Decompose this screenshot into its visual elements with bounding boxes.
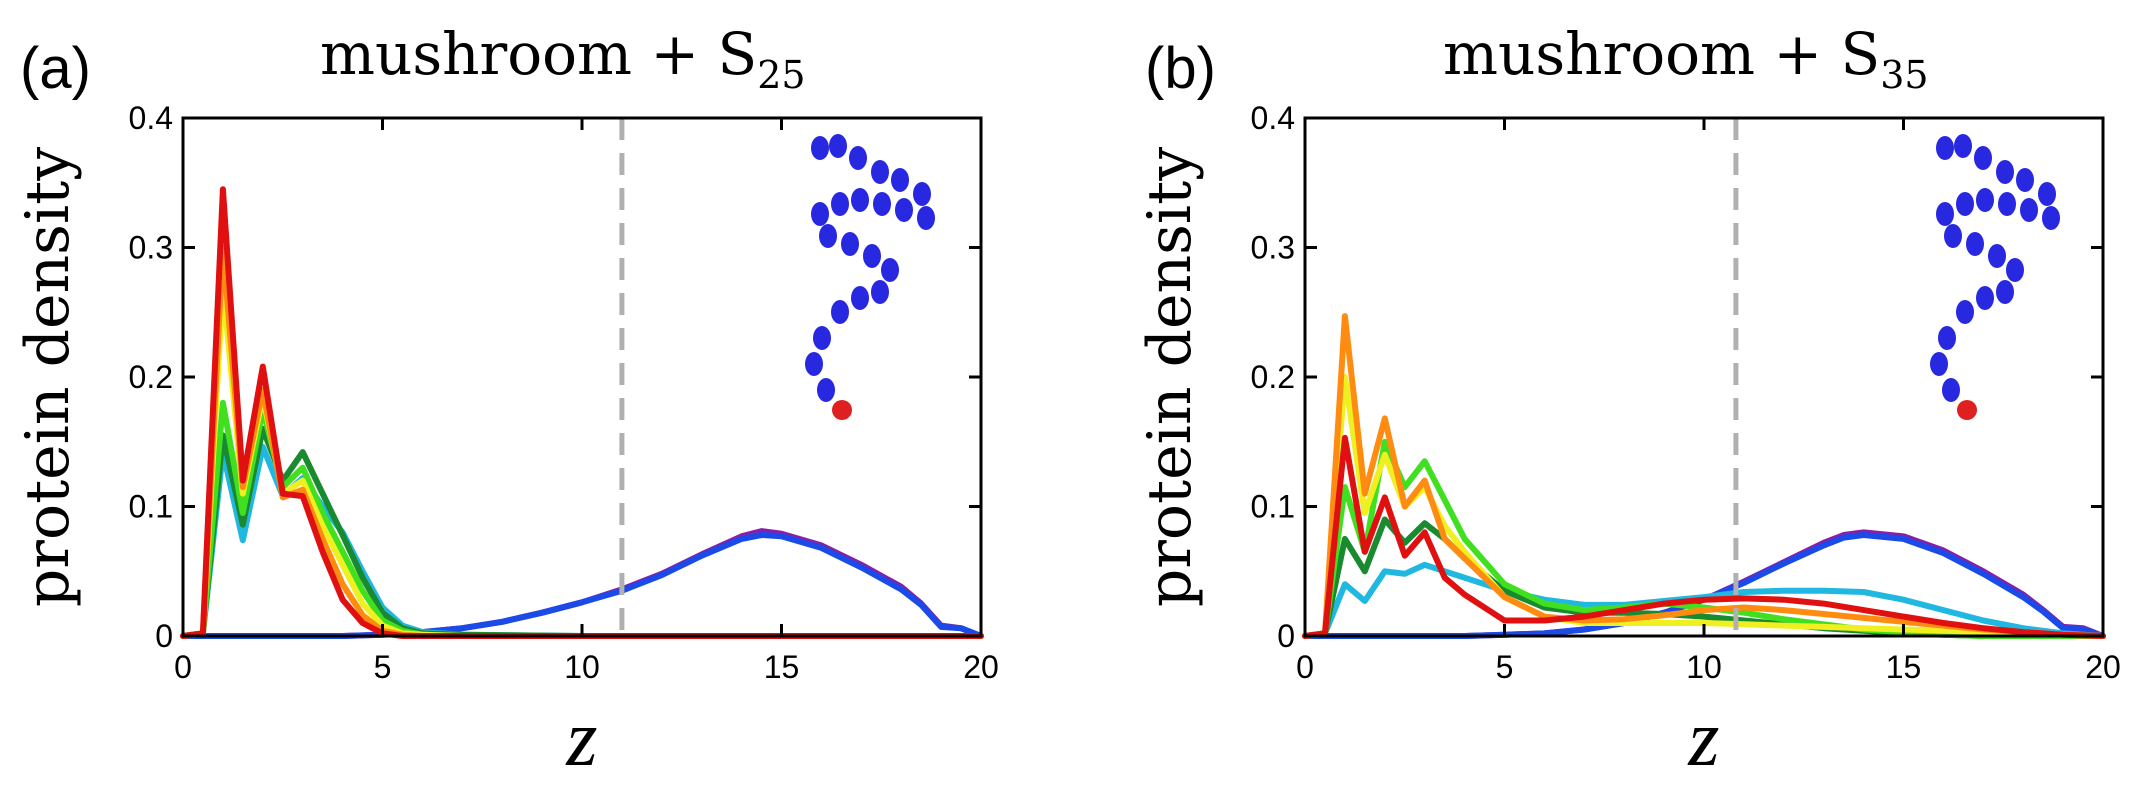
bead <box>1938 326 1956 350</box>
x-tick-label: 20 <box>963 649 999 685</box>
bead <box>2006 258 2024 282</box>
bead <box>1976 286 1994 310</box>
bead <box>811 202 829 226</box>
y-tick-label: 0.2 <box>1251 359 1295 395</box>
bead <box>1974 146 1992 170</box>
y-tick-label: 0.4 <box>1251 100 1295 136</box>
x-tick-label: 15 <box>1886 649 1922 685</box>
series-line-0 <box>180 528 984 639</box>
anchor-bead <box>1957 400 1977 420</box>
y-tick-label: 0.1 <box>1251 489 1295 525</box>
bead <box>851 188 869 212</box>
y-tick-label: 0.3 <box>129 230 173 266</box>
polymer-inset-icon <box>1930 134 2060 420</box>
y-axis-label: protein density <box>13 147 83 607</box>
series-line-6 <box>1302 313 2106 639</box>
title-text: mushroom + S <box>320 20 757 88</box>
series-line-5 <box>1302 374 2106 639</box>
bead <box>1976 188 1994 212</box>
bead <box>829 134 847 158</box>
bead <box>1944 224 1962 248</box>
bead <box>831 192 849 216</box>
x-tick-label: 15 <box>764 649 800 685</box>
bead <box>819 224 837 248</box>
bead <box>1956 192 1974 216</box>
bead <box>873 192 891 216</box>
bead <box>2042 206 2060 230</box>
y-tick-label: 0.4 <box>129 100 173 136</box>
bead <box>1956 300 1974 324</box>
bead <box>805 352 823 376</box>
series-line-5 <box>180 283 984 639</box>
bead <box>849 146 867 170</box>
x-tick-label: 20 <box>2085 649 2121 685</box>
chart-title: mushroom + S35 <box>1443 20 1929 97</box>
bead <box>813 326 831 350</box>
x-tick-label: 5 <box>1496 649 1514 685</box>
plot-area: 0 5 10 15 20 0 0.1 0.2 0.3 0.4 <box>1251 100 2121 685</box>
bead <box>1996 280 2014 304</box>
series-line-1 <box>180 532 984 639</box>
bead <box>2038 182 2056 206</box>
y-tick-label: 0 <box>155 618 173 654</box>
anchor-bead <box>832 400 852 420</box>
polymer-inset-icon <box>805 134 935 420</box>
bead <box>1966 232 1984 256</box>
panel-a: (a) mushroom + S25 protein density z 0 5 1… <box>13 20 999 783</box>
plot-area: 0 5 10 15 20 0 0.1 0.2 0.3 0.4 <box>129 100 999 685</box>
bead <box>1988 244 2006 268</box>
chart-title: mushroom + S25 <box>320 20 806 97</box>
x-axis-label: z <box>1687 695 1719 783</box>
panel-label: (a) <box>20 36 91 101</box>
bead <box>1954 134 1972 158</box>
x-tick-label: 5 <box>374 649 392 685</box>
bead <box>817 378 835 402</box>
x-tick-label: 10 <box>564 649 600 685</box>
bead <box>1942 378 1960 402</box>
x-tick-label: 10 <box>1686 649 1722 685</box>
bead <box>1996 160 2014 184</box>
bead <box>871 280 889 304</box>
bead <box>871 160 889 184</box>
bead <box>2020 198 2038 222</box>
bead <box>1936 202 1954 226</box>
y-axis-label: protein density <box>1135 147 1205 607</box>
bead <box>841 232 859 256</box>
bead <box>917 206 935 230</box>
bead <box>851 286 869 310</box>
x-tick-label: 0 <box>174 649 192 685</box>
title-text: mushroom + S <box>1443 20 1880 88</box>
title-subscript: 25 <box>757 53 805 97</box>
panel-label: (b) <box>1145 36 1216 101</box>
bead <box>891 168 909 192</box>
y-tick-label: 0 <box>1277 618 1295 654</box>
y-tick-label: 0.1 <box>129 489 173 525</box>
y-tick-label: 0.2 <box>129 359 173 395</box>
bead <box>831 300 849 324</box>
bead <box>811 136 829 160</box>
bead <box>881 258 899 282</box>
panel-b: (b) mushroom + S35 protein density z 0 5 1… <box>1135 20 2121 783</box>
y-tick-label: 0.3 <box>1251 230 1295 266</box>
bead <box>2016 168 2034 192</box>
title-subscript: 35 <box>1880 53 1928 97</box>
series-line-7 <box>1302 434 2106 639</box>
bead <box>913 182 931 206</box>
series-line-2 <box>180 443 984 639</box>
bead <box>1936 136 1954 160</box>
bead <box>1998 192 2016 216</box>
bead <box>863 244 881 268</box>
bead <box>895 198 913 222</box>
x-axis-label: z <box>565 695 597 783</box>
x-tick-label: 0 <box>1296 649 1314 685</box>
bead <box>1930 352 1948 376</box>
